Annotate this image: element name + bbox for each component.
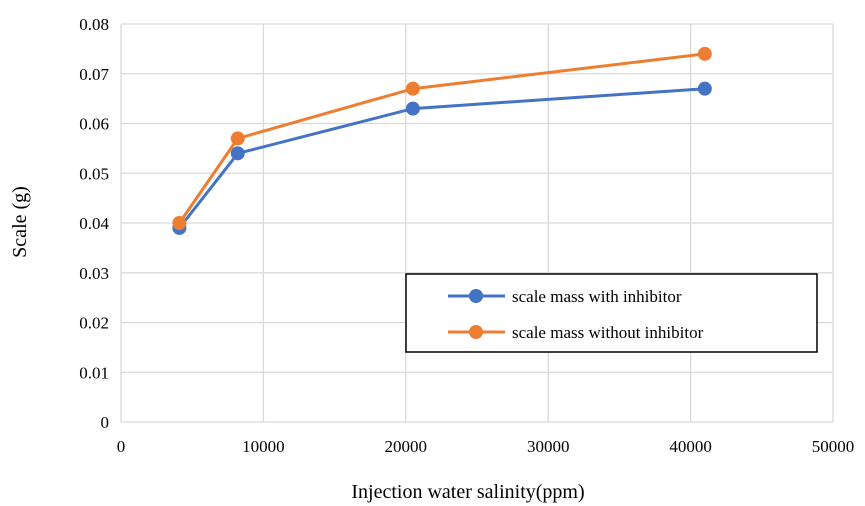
x-tick-label: 0: [117, 437, 126, 456]
y-tick-label: 0: [101, 413, 110, 432]
y-tick-label: 0.07: [79, 65, 109, 84]
x-tick-label: 30000: [527, 437, 570, 456]
y-axis-ticks: 0 0.01 0.02 0.03 0.04 0.05 0.06 0.07 0.08: [79, 15, 109, 432]
series-2: [172, 46, 712, 230]
y-tick-label: 0.02: [79, 314, 109, 333]
x-axis-ticks: 0 10000 20000 30000 40000 50000: [117, 437, 855, 456]
legend-box: [405, 273, 818, 353]
data-point: [230, 131, 245, 146]
series-line: [178, 87, 705, 229]
data-point: [405, 81, 420, 96]
y-tick-label: 0.08: [79, 15, 109, 34]
data-point: [230, 146, 245, 161]
chart-gridlines: [120, 23, 834, 423]
y-tick-label: 0.03: [79, 264, 109, 283]
legend-entry-with-inhibitor: scale mass with inhibitor: [448, 287, 682, 306]
x-axis-title: Injection water salinity(ppm): [351, 481, 584, 503]
legend-swatch-marker: [469, 325, 483, 339]
legend-entry-without-inhibitor: scale mass without inhibitor: [448, 323, 704, 342]
y-axis-title: Scale (g): [9, 186, 31, 258]
series-layer: [172, 46, 712, 235]
legend-label: scale mass without inhibitor: [512, 323, 704, 342]
y-tick-label: 0.06: [79, 115, 109, 134]
legend-swatch-marker: [469, 289, 483, 303]
data-point: [405, 101, 420, 116]
x-tick-label: 10000: [242, 437, 285, 456]
x-tick-label: 50000: [812, 437, 855, 456]
series-1: [172, 81, 712, 235]
data-point: [697, 81, 712, 96]
x-tick-label: 40000: [669, 437, 712, 456]
legend: scale mass with inhibitor scale mass wit…: [405, 273, 818, 353]
legend-label: scale mass with inhibitor: [512, 287, 682, 306]
y-tick-label: 0.01: [79, 363, 109, 382]
series-line: [178, 52, 705, 224]
data-point: [172, 216, 187, 230]
y-tick-label: 0.05: [79, 164, 109, 183]
y-tick-label: 0.04: [79, 214, 109, 233]
x-tick-label: 20000: [385, 437, 428, 456]
data-point: [697, 46, 712, 61]
